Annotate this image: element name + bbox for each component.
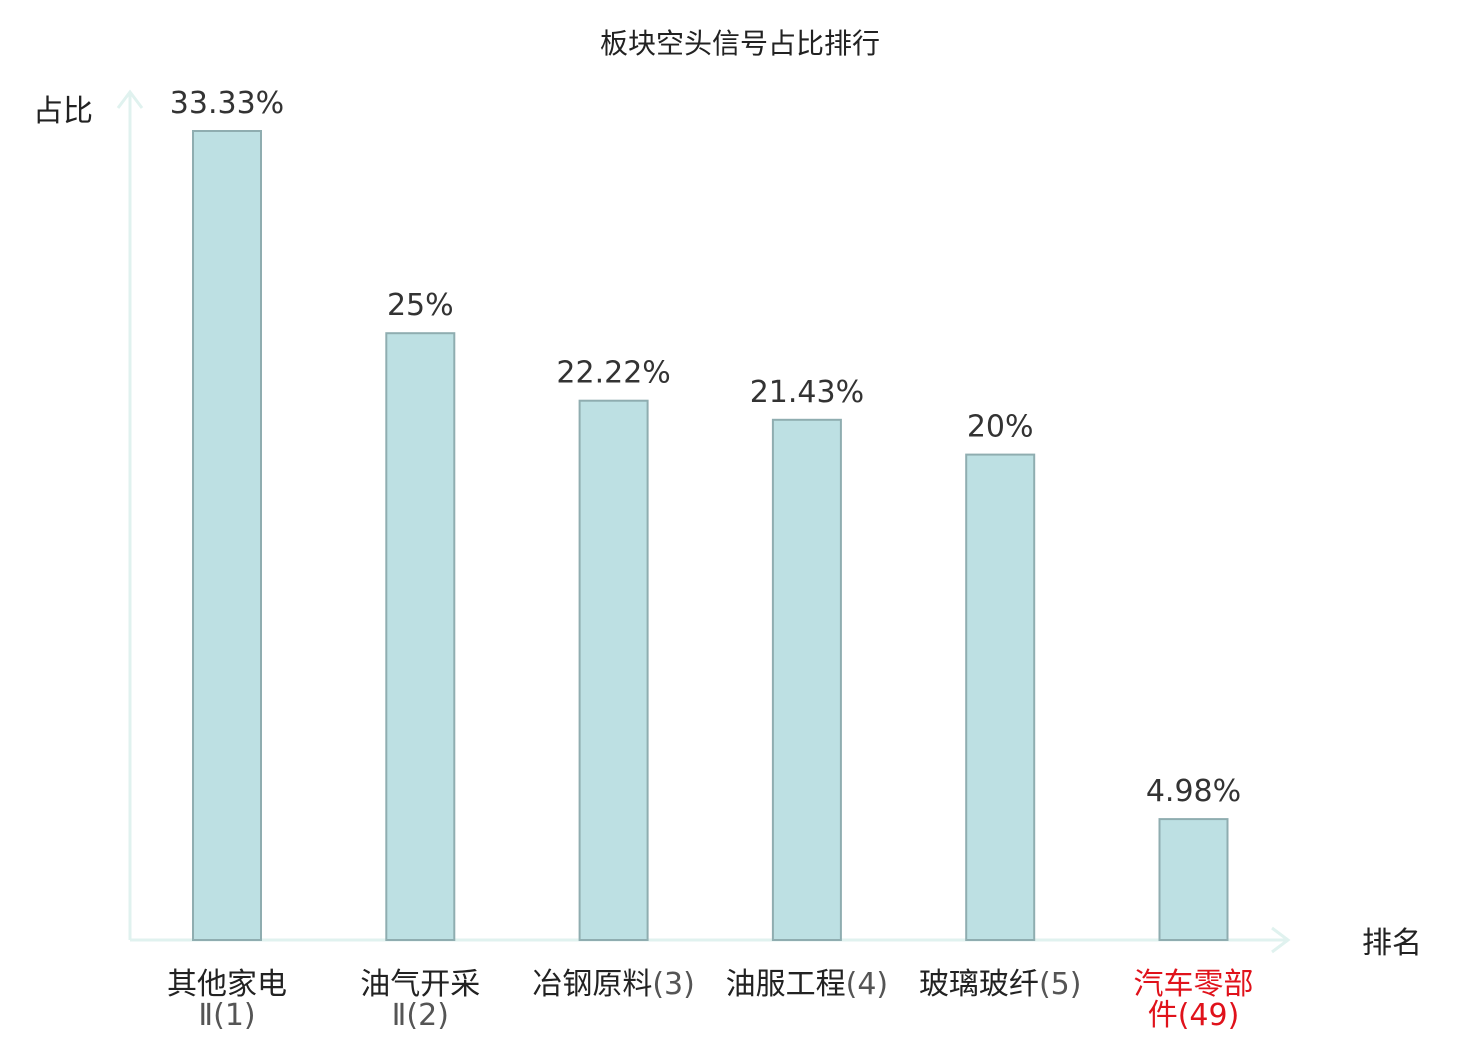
value-label-2: 25% (387, 288, 454, 323)
value-labels-layer: 33.33% 25% 22.22% 21.43% 20% 4.98% (170, 86, 1241, 809)
bar-6 (1158, 818, 1229, 941)
bar-2 (385, 332, 456, 941)
category-name-1: 其他家电 (167, 967, 287, 1002)
value-label-3: 22.22% (556, 356, 670, 391)
x-axis (130, 926, 1291, 954)
y-axis-label: 占比 (33, 94, 93, 129)
category-rank-3: (3) (652, 967, 695, 1002)
category-name-3: 冶钢原料 (532, 967, 652, 1002)
category-label-4: 油服工程(4) (726, 967, 889, 1002)
category-label-3: 冶钢原料(3) (532, 967, 695, 1002)
value-label-4: 21.43% (750, 375, 864, 410)
y-axis-arrow (116, 89, 144, 109)
category-name-2: 油气开采 (360, 967, 480, 1002)
chart-title: 板块空头信号占比排行 (600, 27, 880, 60)
value-label-6: 4.98% (1146, 774, 1241, 809)
category-rank-4: (4) (846, 967, 889, 1002)
category-name-4: 油服工程 (726, 967, 846, 1002)
category-rank-2: Ⅱ(2) (392, 998, 449, 1033)
bar-4 (771, 418, 842, 941)
x-axis-label: 排名 (1362, 926, 1422, 961)
category-name-6: 汽车零部 (1134, 967, 1254, 1002)
category-rank-5: (5) (1039, 967, 1082, 1002)
category-rank-6: 件(49) (1148, 998, 1240, 1033)
category-name-5: 玻璃玻纤 (919, 967, 1039, 1002)
bar-3 (578, 399, 649, 941)
category-label-5: 玻璃玻纤(5) (919, 967, 1081, 1002)
y-axis (116, 89, 144, 940)
category-rank-1: Ⅱ(1) (198, 998, 255, 1033)
bar-5 (965, 453, 1036, 941)
x-axis-arrow (1271, 926, 1291, 954)
bars-layer (192, 130, 1229, 941)
value-label-1: 33.33% (170, 86, 284, 121)
value-label-5: 20% (967, 410, 1034, 445)
bar-1 (192, 130, 262, 941)
